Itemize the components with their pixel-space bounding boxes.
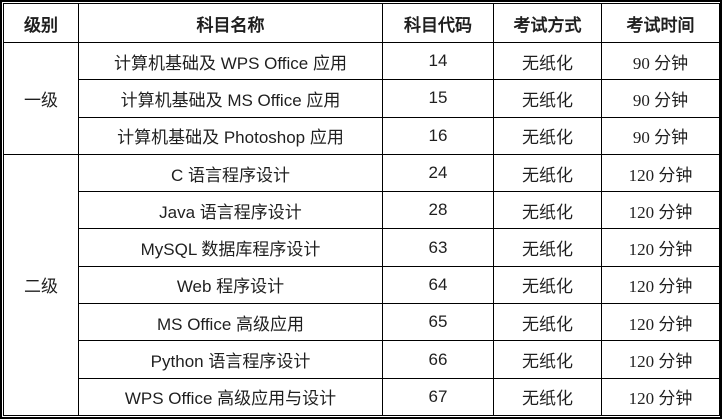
code-cell: 16	[382, 116, 494, 155]
subject-cell: Java 语言程序设计	[78, 191, 383, 230]
duration-cell: 120 分钟	[601, 191, 720, 230]
method-cell: 无纸化	[493, 116, 602, 155]
header-subject-name: 科目名称	[78, 3, 383, 43]
table-row: Web 程序设计 64 无纸化 120 分钟	[4, 265, 720, 305]
method-cell: 无纸化	[493, 41, 602, 81]
table-row: Python 语言程序设计 66 无纸化 120 分钟	[4, 340, 720, 379]
method-cell: 无纸化	[493, 377, 602, 417]
subject-cell: WPS Office 高级应用与设计	[78, 377, 383, 417]
code-cell: 64	[382, 265, 494, 305]
code-cell: 14	[382, 41, 494, 81]
subject-cell: 计算机基础及 Photoshop 应用	[78, 116, 383, 155]
method-cell: 无纸化	[493, 340, 602, 379]
table-row: 计算机基础及 MS Office 应用 15 无纸化 90 分钟	[4, 79, 720, 118]
subject-cell: C 语言程序设计	[78, 153, 383, 193]
code-cell: 67	[382, 377, 494, 417]
code-cell: 28	[382, 191, 494, 230]
duration-cell: 120 分钟	[601, 303, 720, 342]
subject-cell: 计算机基础及 MS Office 应用	[78, 79, 383, 118]
subject-cell: MS Office 高级应用	[78, 303, 383, 342]
code-cell: 15	[382, 79, 494, 118]
level-cell-grade2: 二级	[3, 153, 79, 417]
table-row: MS Office 高级应用 65 无纸化 120 分钟	[4, 303, 720, 342]
exam-subjects-table: 级别 科目名称 科目代码 考试方式 考试时间 一级 计算机基础及 WPS Off…	[3, 3, 720, 417]
table-header-row: 级别 科目名称 科目代码 考试方式 考试时间	[3, 3, 720, 43]
duration-cell: 120 分钟	[601, 228, 720, 267]
code-cell: 65	[382, 303, 494, 342]
duration-cell: 120 分钟	[601, 340, 720, 379]
duration-cell: 90 分钟	[601, 41, 720, 81]
header-level: 级别	[3, 3, 79, 43]
method-cell: 无纸化	[493, 265, 602, 305]
method-cell: 无纸化	[493, 191, 602, 230]
header-exam-method: 考试方式	[493, 3, 602, 43]
method-cell: 无纸化	[493, 153, 602, 193]
subject-cell: 计算机基础及 WPS Office 应用	[78, 41, 383, 81]
method-cell: 无纸化	[493, 79, 602, 118]
duration-cell: 120 分钟	[601, 153, 720, 193]
subject-cell: MySQL 数据库程序设计	[78, 228, 383, 267]
table-row: Java 语言程序设计 28 无纸化 120 分钟	[4, 191, 720, 230]
subject-cell: Python 语言程序设计	[78, 340, 383, 379]
duration-cell: 120 分钟	[601, 265, 720, 305]
table-row: WPS Office 高级应用与设计 67 无纸化 120 分钟	[4, 377, 720, 417]
table-row: MySQL 数据库程序设计 63 无纸化 120 分钟	[4, 228, 720, 267]
method-cell: 无纸化	[493, 228, 602, 267]
code-cell: 66	[382, 340, 494, 379]
code-cell: 24	[382, 153, 494, 193]
duration-cell: 90 分钟	[601, 79, 720, 118]
code-cell: 63	[382, 228, 494, 267]
table-row: 计算机基础及 Photoshop 应用 16 无纸化 90 分钟	[4, 116, 720, 155]
duration-cell: 120 分钟	[601, 377, 720, 417]
level-cell-grade1: 一级	[3, 42, 79, 155]
header-subject-code: 科目代码	[382, 3, 494, 43]
header-exam-duration: 考试时间	[601, 3, 720, 43]
duration-cell: 90 分钟	[601, 116, 720, 155]
table-row: 一级 计算机基础及 WPS Office 应用 14 无纸化 90 分钟	[3, 41, 720, 155]
table-row: 二级 C 语言程序设计 24 无纸化 120 分钟	[3, 153, 720, 417]
method-cell: 无纸化	[493, 303, 602, 342]
subject-cell: Web 程序设计	[78, 265, 383, 305]
